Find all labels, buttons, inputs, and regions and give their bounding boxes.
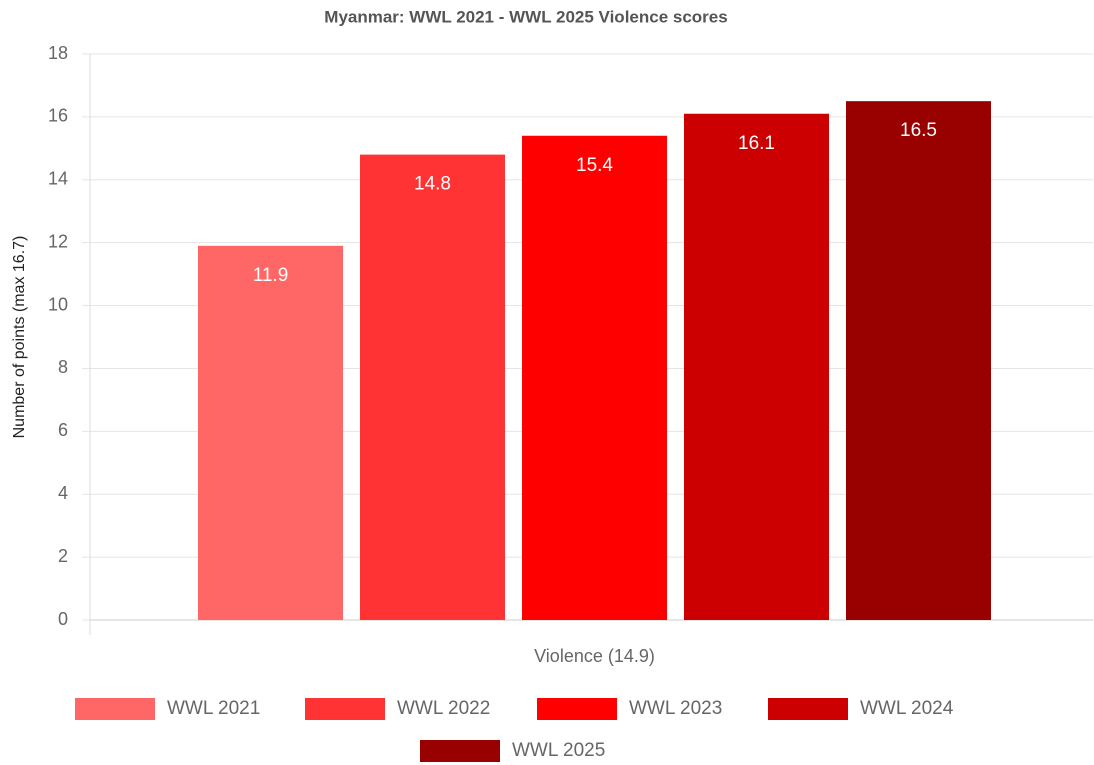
- y-tick-label: 18: [48, 43, 68, 63]
- legend-swatch: [75, 698, 155, 720]
- y-tick-label: 8: [58, 357, 68, 377]
- legend-swatch: [768, 698, 848, 720]
- y-tick-label: 16: [48, 106, 68, 126]
- legend-swatch: [537, 698, 617, 720]
- chart-title: Myanmar: WWL 2021 - WWL 2025 Violence sc…: [324, 7, 727, 26]
- bar: [522, 135, 667, 620]
- legend-label: WWL 2023: [629, 698, 722, 719]
- y-tick-label: 4: [58, 483, 68, 503]
- value-label: 15.4: [576, 155, 613, 176]
- legend-swatch: [305, 698, 385, 720]
- bar: [198, 245, 343, 621]
- legend-swatch: [420, 740, 500, 762]
- y-tick-label: 10: [48, 294, 68, 314]
- value-label: 14.8: [414, 174, 451, 195]
- x-tick-label: Violence (14.9): [534, 646, 655, 666]
- y-tick-label: 0: [58, 609, 68, 629]
- value-label: 16.1: [738, 133, 775, 154]
- y-axis-label: Number of points (max 16.7): [11, 236, 28, 439]
- y-tick-label: 2: [58, 546, 68, 566]
- legend-label: WWL 2025: [512, 740, 605, 761]
- bar: [360, 154, 505, 620]
- bar: [846, 101, 991, 620]
- bar: [684, 113, 829, 620]
- value-label: 16.5: [900, 120, 937, 141]
- y-tick-label: 6: [58, 420, 68, 440]
- legend-label: WWL 2024: [860, 698, 954, 719]
- legend-label: WWL 2022: [397, 698, 490, 719]
- y-tick-label: 12: [48, 231, 68, 251]
- legend-label: WWL 2021: [167, 698, 260, 719]
- value-label: 11.9: [253, 265, 289, 286]
- y-tick-label: 14: [48, 169, 68, 189]
